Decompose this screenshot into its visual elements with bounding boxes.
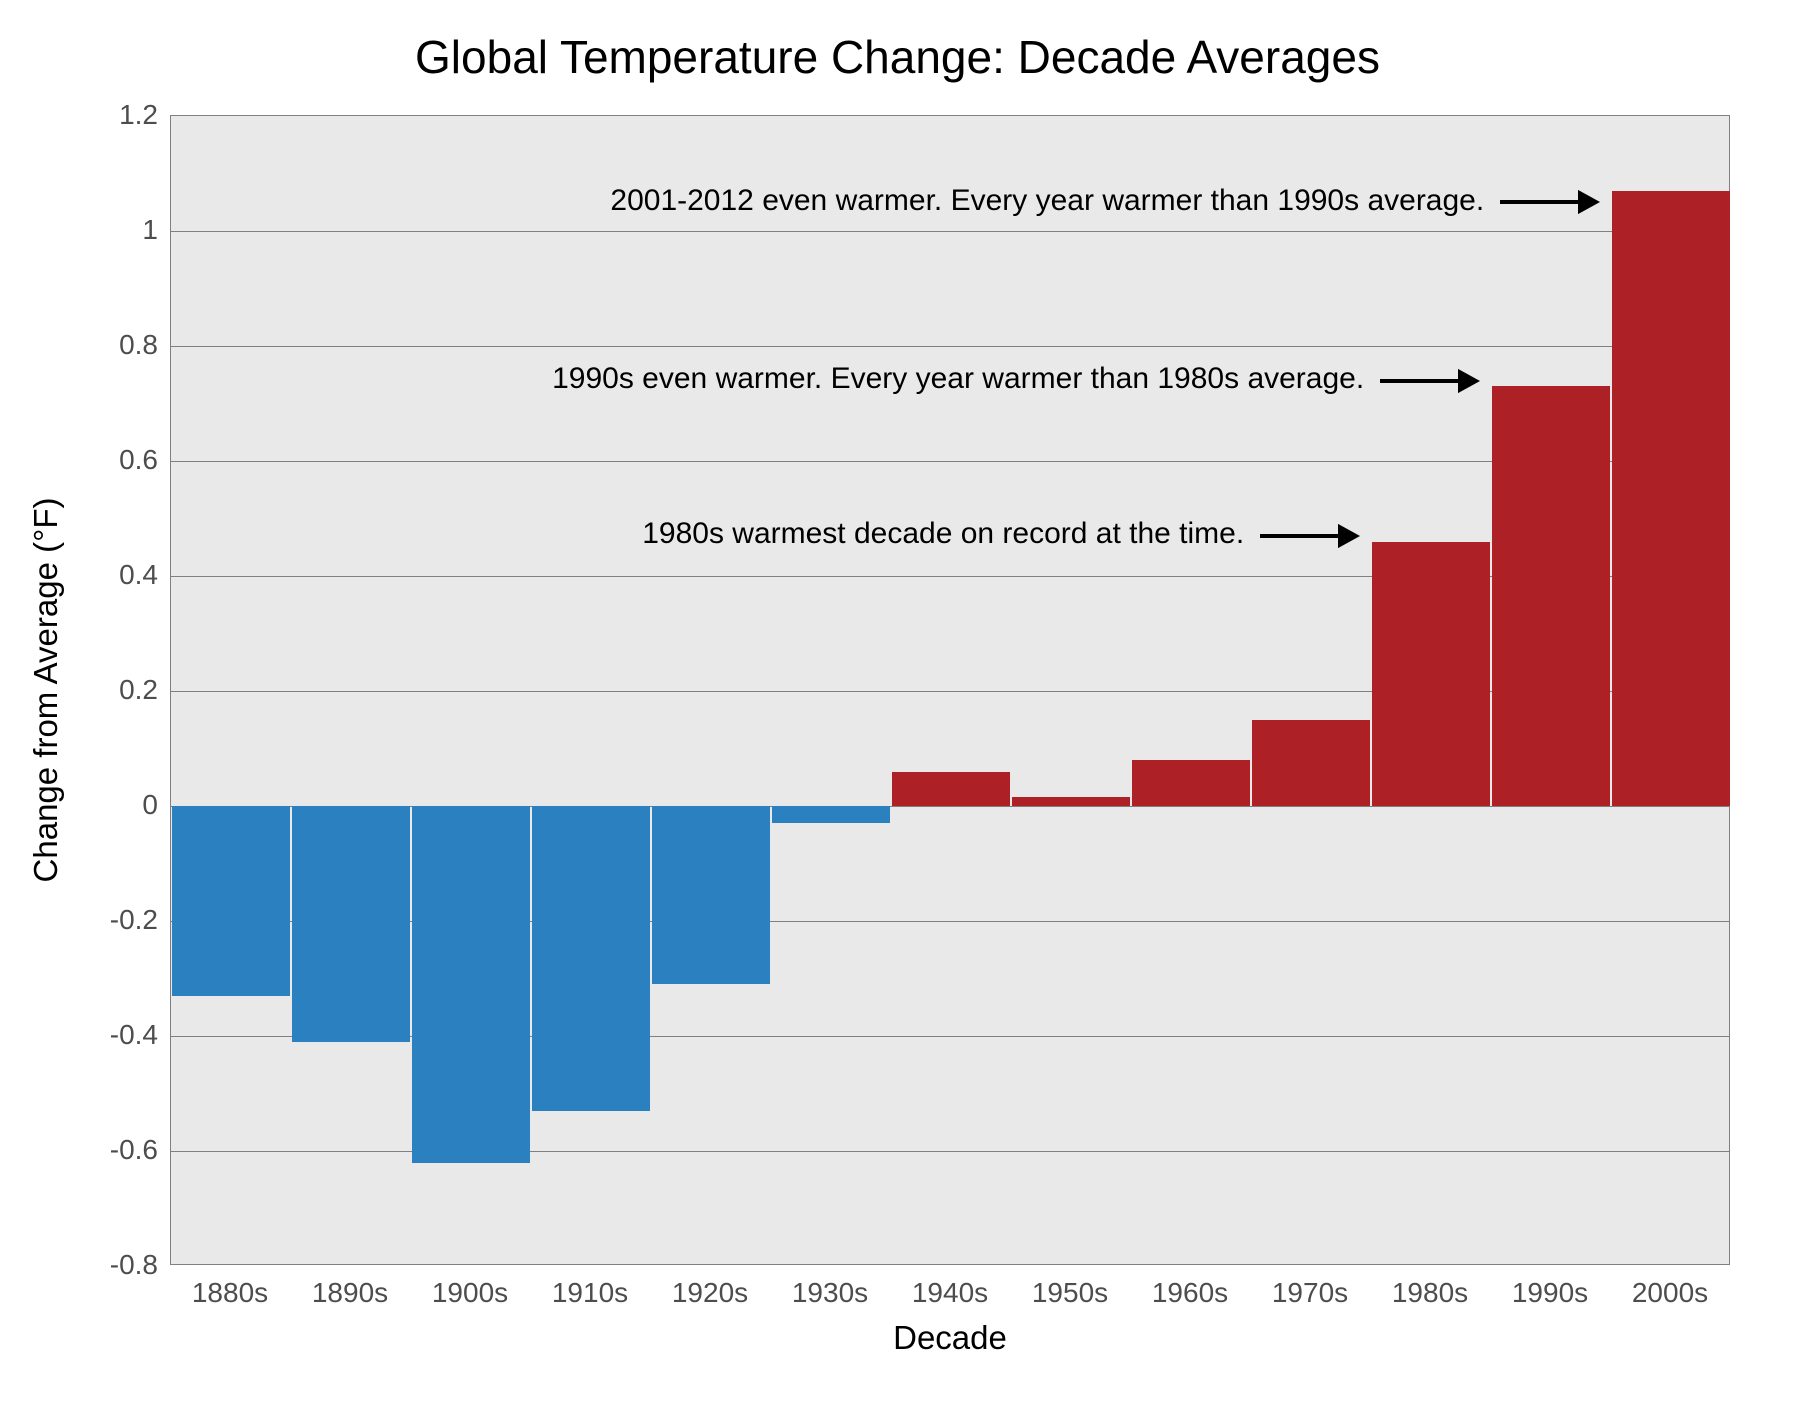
x-tick-label: 1890s	[312, 1277, 388, 1309]
arrow-icon	[1380, 359, 1480, 403]
x-tick-label: 1940s	[912, 1277, 988, 1309]
x-tick-label: 1910s	[552, 1277, 628, 1309]
annotation-text: 2001-2012 even warmer. Every year warmer…	[610, 184, 1484, 218]
y-tick-label: -0.6	[110, 1134, 158, 1166]
x-tick-label: 1930s	[792, 1277, 868, 1309]
y-tick-label: 0	[142, 789, 158, 821]
x-axis-label: Decade	[893, 1319, 1007, 1357]
chart-plot-area: 2001-2012 even warmer. Every year warmer…	[170, 115, 1730, 1265]
bar-2000s	[1612, 191, 1730, 806]
bar-1990s	[1492, 386, 1610, 806]
bar-1970s	[1252, 720, 1370, 806]
bar-1890s	[292, 806, 410, 1042]
bar-1880s	[172, 806, 290, 996]
bar-1910s	[532, 806, 650, 1111]
arrow-icon	[1260, 514, 1360, 558]
x-tick-label: 1950s	[1032, 1277, 1108, 1309]
y-axis-label: Change from Average (°F)	[27, 498, 65, 883]
bar-1930s	[772, 806, 890, 823]
y-tick-label: 0.2	[119, 674, 158, 706]
x-tick-label: 2000s	[1632, 1277, 1708, 1309]
y-tick-label: 0.8	[119, 329, 158, 361]
page: Global Temperature Change: Decade Averag…	[0, 0, 1795, 1415]
annotation-text: 1980s warmest decade on record at the ti…	[642, 517, 1244, 551]
y-tick-label: 1.2	[119, 99, 158, 131]
y-tick-label: -0.8	[110, 1249, 158, 1281]
y-tick-label: 0.4	[119, 559, 158, 591]
gridline	[171, 231, 1729, 232]
y-tick-label: 0.6	[119, 444, 158, 476]
chart-title: Global Temperature Change: Decade Averag…	[0, 30, 1795, 84]
x-tick-label: 1960s	[1152, 1277, 1228, 1309]
x-tick-label: 1970s	[1272, 1277, 1348, 1309]
x-tick-label: 1980s	[1392, 1277, 1468, 1309]
y-tick-label: -0.2	[110, 904, 158, 936]
bar-1980s	[1372, 542, 1490, 807]
y-tick-label: -0.4	[110, 1019, 158, 1051]
bar-1920s	[652, 806, 770, 984]
gridline	[171, 1151, 1729, 1152]
x-tick-label: 1900s	[432, 1277, 508, 1309]
bar-1950s	[1012, 797, 1130, 806]
x-tick-label: 1990s	[1512, 1277, 1588, 1309]
bar-1940s	[892, 772, 1010, 807]
bar-1960s	[1132, 760, 1250, 806]
gridline	[171, 346, 1729, 347]
arrow-icon	[1500, 180, 1600, 224]
annotation-text: 1990s even warmer. Every year warmer tha…	[552, 362, 1364, 396]
x-tick-label: 1920s	[672, 1277, 748, 1309]
y-tick-label: 1	[142, 214, 158, 246]
x-tick-label: 1880s	[192, 1277, 268, 1309]
bar-1900s	[412, 806, 530, 1163]
